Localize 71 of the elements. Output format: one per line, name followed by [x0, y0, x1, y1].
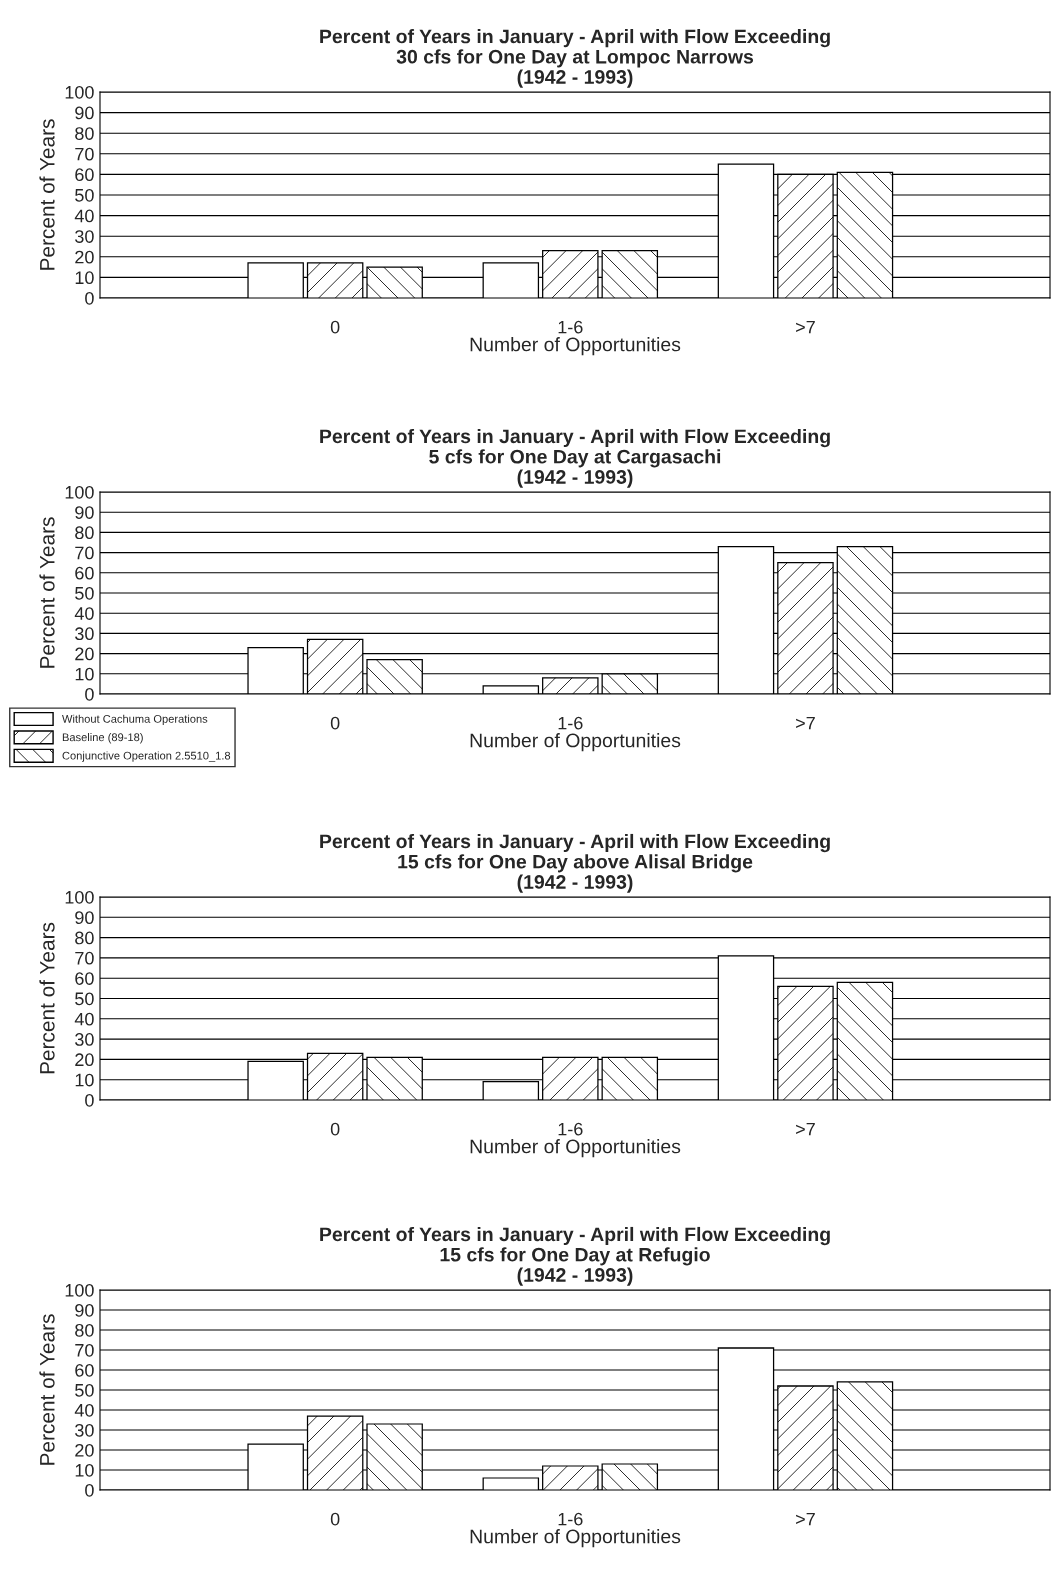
- y-tick-label: 0: [85, 687, 94, 701]
- chart-title: Percent of Years in January - April with Flow Exceeding 5 cfs for One Day at Cargasachi (1942 - 1993): [320, 428, 830, 488]
- y-tick-label: 90: [75, 911, 94, 925]
- y-tick-label: 10: [75, 1073, 94, 1087]
- y-axis-title: Percent of Years: [39, 1314, 55, 1465]
- x-tick-label: >7: [796, 320, 815, 334]
- x-tick-label: 1-6: [558, 1122, 583, 1136]
- y-tick-label: 10: [75, 667, 94, 681]
- y-tick-label: 70: [75, 1343, 94, 1357]
- x-tick-label: >7: [796, 1512, 815, 1526]
- y-tick-label: 90: [75, 1303, 94, 1317]
- x-tick-label: 0: [330, 1512, 340, 1526]
- y-tick-label: 90: [75, 506, 94, 519]
- x-axis-title: Number of Opportunities: [470, 1139, 681, 1158]
- x-tick-label: >7: [796, 1122, 815, 1136]
- y-tick-label: 70: [75, 147, 94, 161]
- x-tick-label: 0: [330, 1122, 340, 1136]
- y-tick-label: 30: [75, 230, 94, 243]
- y-tick-label: 30: [75, 1423, 94, 1437]
- y-tick-label: 30: [75, 627, 94, 641]
- x-tick-label: 1-6: [558, 320, 583, 334]
- y-tick-label: 20: [75, 1053, 94, 1067]
- y-tick-label: 10: [75, 1463, 94, 1477]
- y-tick-label: 0: [85, 291, 94, 305]
- y-tick-label: 80: [75, 127, 94, 140]
- y-axis-title: Percent of Years: [39, 517, 55, 668]
- x-tick-label: 1-6: [558, 716, 583, 730]
- y-tick-label: 100: [65, 485, 94, 499]
- y-tick-label: 50: [75, 1383, 94, 1397]
- y-tick-label: 60: [75, 972, 94, 985]
- y-tick-label: 80: [75, 526, 94, 540]
- x-axis-title: Number of Opportunities: [470, 1529, 681, 1548]
- legend-label: Conjunctive Operation 2.5510_1.8: [62, 751, 231, 762]
- y-tick-label: 100: [65, 85, 94, 99]
- y-tick-label: 80: [75, 1323, 94, 1337]
- x-axis-title: Number of Opportunities: [470, 733, 681, 752]
- y-tick-label: 20: [75, 1443, 94, 1457]
- y-tick-label: 40: [74, 607, 94, 620]
- x-tick-label: >7: [796, 716, 815, 730]
- y-tick-label: 40: [74, 209, 94, 223]
- y-tick-label: 20: [75, 250, 94, 264]
- y-tick-label: 50: [75, 586, 94, 600]
- y-tick-label: 100: [65, 1283, 94, 1297]
- y-axis-title: Percent of Years: [39, 922, 55, 1074]
- y-tick-label: 60: [75, 1363, 94, 1377]
- y-tick-label: 0: [85, 1483, 94, 1497]
- y-tick-label: 50: [75, 992, 94, 1006]
- chart-title: Percent of Years in January - April with Flow Exceeding 15 cfs for One Day at Refugio (1942 - 1993): [320, 1226, 830, 1286]
- legend-label: Baseline (89-18): [62, 733, 143, 744]
- y-axis-title: Percent of Years: [39, 119, 55, 270]
- y-tick-label: 40: [74, 1012, 94, 1026]
- y-tick-label: 40: [74, 1403, 94, 1417]
- y-tick-label: 100: [65, 890, 94, 904]
- x-tick-label: 1-6: [558, 1512, 583, 1526]
- x-axis-title: Number of Opportunities: [470, 337, 681, 356]
- y-tick-label: 70: [75, 546, 94, 560]
- chart-title: Percent of Years in January - April with Flow Exceeding 15 cfs for One Day above Alisal Bridge (1942 - 1993): [320, 833, 830, 893]
- x-tick-label: 0: [330, 320, 340, 334]
- y-tick-label: 50: [75, 188, 94, 202]
- chart-title: Percent of Years in January - April with Flow Exceeding 30 cfs for One Day at Lompoc Narrows (1942 - 1993): [320, 29, 830, 88]
- y-tick-label: 20: [75, 647, 94, 661]
- x-tick-label: 0: [330, 716, 340, 730]
- y-tick-label: 10: [75, 271, 94, 285]
- y-tick-label: 30: [75, 1033, 94, 1046]
- legend-label: Without Cachuma Operations: [62, 714, 208, 725]
- y-tick-label: 90: [75, 106, 94, 120]
- y-tick-label: 60: [75, 168, 94, 182]
- y-tick-label: 60: [75, 566, 94, 580]
- y-tick-label: 0: [85, 1093, 94, 1107]
- y-tick-label: 70: [75, 951, 94, 965]
- y-tick-label: 80: [75, 931, 94, 945]
